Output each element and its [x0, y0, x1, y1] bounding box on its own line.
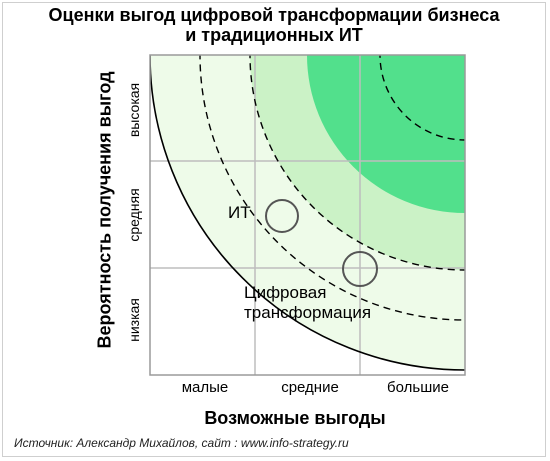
- x-tick-small: малые: [181, 379, 229, 396]
- y-tick-high: высокая: [126, 82, 142, 138]
- y-axis-label: Вероятность получения выгод: [94, 71, 115, 349]
- it-label: ИТ: [228, 203, 251, 222]
- zone-dark: [307, 55, 465, 213]
- digital-label-line-2: трансформация: [244, 303, 372, 322]
- x-axis-label: Возможные выгоды: [204, 408, 386, 428]
- plot-border: [149, 54, 466, 376]
- y-tick-low: низкая: [126, 298, 142, 342]
- digital-label-line-1: Цифровая: [244, 283, 327, 302]
- it-marker: [265, 199, 299, 233]
- title-line-2: и традиционных ИТ: [185, 25, 363, 45]
- y-tick-medium: средняя: [126, 188, 142, 242]
- title-line-1: Оценки выгод цифровой трансформации бизн…: [48, 5, 500, 25]
- chart-title: Оценки выгод цифровой трансформации бизн…: [0, 5, 548, 45]
- x-tick-medium: средние: [281, 379, 339, 396]
- source-credit: Источник: Александр Михайлов, сайт : www…: [14, 436, 349, 450]
- x-tick-large: большие: [387, 379, 449, 396]
- digital-marker: [342, 251, 378, 287]
